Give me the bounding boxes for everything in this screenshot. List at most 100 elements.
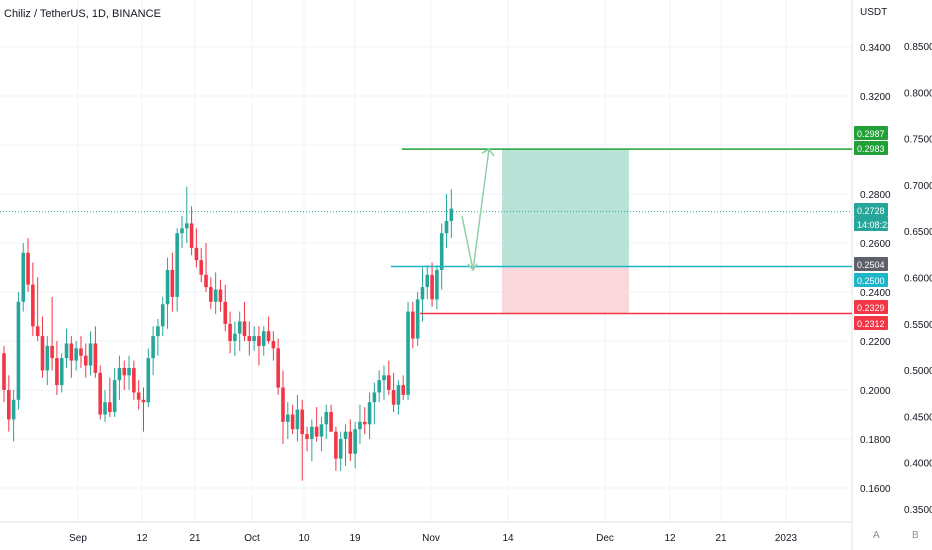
symbol-title: Chiliz / TetherUS, 1D, BINANCE — [4, 8, 161, 20]
price-badge-stop-line — [854, 316, 888, 330]
price-badge-text: 0.2504 — [857, 260, 885, 270]
candle-body — [242, 321, 247, 337]
candle-body — [204, 274, 208, 288]
candle-body — [141, 399, 146, 403]
price-badge-text: 0.2312 — [857, 319, 885, 329]
axis-unit-label: USDT — [860, 7, 887, 18]
price-badge-countdown — [854, 217, 888, 231]
candle-body — [122, 367, 127, 376]
candle-body — [151, 336, 155, 359]
candle-body — [45, 345, 50, 371]
candle-body — [50, 345, 54, 359]
candle-body — [295, 409, 300, 430]
x-tick-label: Oct — [244, 533, 260, 544]
candle-body — [285, 414, 290, 422]
candle-body — [117, 367, 122, 381]
candle-body — [387, 375, 391, 390]
candle-body — [435, 269, 439, 300]
candle-body — [79, 348, 83, 356]
auto-scale-button[interactable]: A — [873, 530, 880, 541]
y2-tick-label: 0.8000 — [904, 88, 932, 99]
x-tick-label: 19 — [349, 533, 361, 544]
y2-tick-label: 0.5500 — [904, 320, 932, 331]
candle-body — [31, 284, 35, 327]
candle-body — [11, 399, 16, 420]
y2-tick-label: 0.3500 — [904, 505, 932, 516]
candle-body — [93, 343, 98, 373]
candle-body — [358, 421, 362, 430]
x-tick-label: 12 — [136, 533, 148, 544]
profit-zone[interactable] — [502, 149, 629, 268]
candle-body — [266, 331, 271, 341]
candle-body — [83, 355, 88, 366]
candle-body — [261, 331, 266, 346]
candle-body — [127, 367, 131, 376]
price-badge-text: 0.2983 — [857, 144, 885, 154]
candle-body — [362, 421, 367, 425]
price-badge-stop-price — [854, 300, 888, 314]
price-badge-text: 0.2728 — [857, 206, 885, 216]
candle-body — [103, 402, 107, 415]
projection-arrowhead — [467, 263, 478, 272]
price-badge-text: 0.2987 — [857, 129, 885, 139]
x-tick-label: 12 — [664, 533, 676, 544]
candle-body — [343, 431, 348, 439]
candle-body — [170, 269, 175, 297]
price-badge-target-line — [854, 141, 888, 155]
candle-body — [132, 367, 136, 393]
y2-tick-label: 0.4000 — [904, 459, 932, 470]
price-badge-reference — [854, 257, 888, 271]
candle-body — [257, 336, 261, 346]
y-tick-label: 0.1600 — [860, 484, 891, 495]
loss-zone[interactable] — [502, 267, 629, 314]
candle-body — [444, 220, 449, 234]
x-tick-label: Nov — [422, 533, 440, 544]
candle-body — [180, 228, 184, 234]
candle-body — [314, 426, 319, 437]
candle-body — [310, 426, 314, 439]
candle-body — [98, 372, 102, 415]
candle-body — [26, 252, 30, 285]
candle-body — [281, 387, 285, 422]
candle-body — [406, 311, 410, 395]
candle-body — [175, 233, 179, 297]
candle-body — [40, 336, 45, 371]
candle-body — [334, 431, 338, 459]
candle-body — [213, 289, 218, 302]
x-tick-label: 21 — [715, 533, 727, 544]
y2-tick-label: 0.6500 — [904, 227, 932, 238]
x-tick-label: 10 — [298, 533, 310, 544]
candle-body — [271, 341, 276, 349]
x-tick-label: Sep — [69, 533, 87, 544]
candle-body — [276, 348, 280, 388]
candle-body — [112, 380, 117, 413]
candle-body — [69, 343, 74, 361]
y-tick-label: 0.2600 — [860, 239, 891, 250]
price-badge-entry — [854, 273, 888, 287]
y2-tick-label: 0.7500 — [904, 135, 932, 146]
log-scale-button[interactable]: B — [912, 530, 919, 541]
price-badge-text: 14:08:22 — [857, 220, 892, 230]
candle-body — [300, 409, 305, 435]
candle-body — [2, 353, 6, 390]
candle-body — [411, 311, 415, 339]
candle-body — [35, 326, 40, 337]
candle-body — [55, 358, 59, 386]
candle-body — [377, 380, 381, 393]
price-badge-text: 0.2500 — [857, 276, 885, 286]
candle-body — [64, 343, 69, 359]
candle-body — [199, 260, 204, 275]
candle-body — [324, 412, 329, 425]
candle-body — [160, 304, 165, 327]
candle-body — [184, 223, 189, 229]
candle-body — [74, 348, 78, 361]
candle-body — [209, 287, 213, 302]
candle-body — [353, 429, 357, 454]
candle-body — [252, 336, 256, 341]
projection-path[interactable] — [461, 149, 490, 271]
candle-body — [233, 333, 237, 341]
candle-body — [146, 358, 151, 403]
candle-body — [108, 402, 112, 413]
